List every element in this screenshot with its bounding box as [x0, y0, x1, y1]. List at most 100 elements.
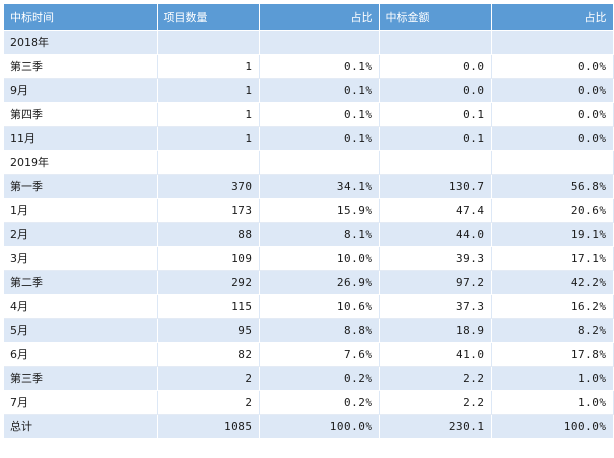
cell-amount: 47.4	[379, 198, 492, 223]
cell-period: 3月	[4, 246, 158, 271]
bid-statistics-table: 中标时间 项目数量 占比 中标金额 占比 2018年 第三季 1 0.1% 0.…	[4, 4, 614, 439]
cell-count-share: 0.1%	[259, 102, 380, 127]
table-row: 1月 173 15.9% 47.4 20.6%	[4, 198, 614, 223]
table-row: 第一季 370 34.1% 130.7 56.8%	[4, 174, 614, 199]
cell-amount: 130.7	[379, 174, 492, 199]
table-row: 11月 1 0.1% 0.1 0.0%	[4, 126, 614, 151]
cell-count-share: 34.1%	[259, 174, 380, 199]
cell-amount-share: 17.1%	[491, 246, 614, 271]
table-row: 2月 88 8.1% 44.0 19.1%	[4, 222, 614, 247]
cell-amount-share: 0.0%	[491, 102, 614, 127]
cell-count	[157, 30, 260, 55]
cell-amount-share: 42.2%	[491, 270, 614, 295]
cell-amount: 0.0	[379, 54, 492, 79]
cell-count: 370	[157, 174, 260, 199]
cell-period: 第三季	[4, 54, 158, 79]
cell-amount-share: 16.2%	[491, 294, 614, 319]
total-amount: 230.1	[379, 414, 492, 439]
cell-count-share: 8.8%	[259, 318, 380, 343]
cell-period: 1月	[4, 198, 158, 223]
cell-count: 292	[157, 270, 260, 295]
cell-period: 4月	[4, 294, 158, 319]
table-row: 2018年	[4, 30, 614, 55]
table-row: 7月 2 0.2% 2.2 1.0%	[4, 390, 614, 415]
cell-period: 9月	[4, 78, 158, 103]
cell-count-share: 0.1%	[259, 126, 380, 151]
cell-count: 1	[157, 102, 260, 127]
cell-period: 7月	[4, 390, 158, 415]
total-count: 1085	[157, 414, 260, 439]
cell-amount-share: 1.0%	[491, 366, 614, 391]
cell-amount-share: 20.6%	[491, 198, 614, 223]
cell-period: 2月	[4, 222, 158, 247]
cell-amount	[379, 30, 492, 55]
table-row: 4月 115 10.6% 37.3 16.2%	[4, 294, 614, 319]
cell-period: 第一季	[4, 174, 158, 199]
cell-count-share: 0.1%	[259, 54, 380, 79]
cell-amount: 2.2	[379, 390, 492, 415]
table-row: 5月 95 8.8% 18.9 8.2%	[4, 318, 614, 343]
cell-count-share: 10.6%	[259, 294, 380, 319]
cell-amount: 0.1	[379, 126, 492, 151]
cell-count-share: 26.9%	[259, 270, 380, 295]
cell-count-share: 0.2%	[259, 390, 380, 415]
header-amount: 中标金额	[379, 4, 492, 31]
cell-amount-share: 0.0%	[491, 54, 614, 79]
cell-amount: 0.0	[379, 78, 492, 103]
cell-amount	[379, 150, 492, 175]
cell-count: 115	[157, 294, 260, 319]
cell-period: 6月	[4, 342, 158, 367]
cell-amount: 41.0	[379, 342, 492, 367]
cell-count-share: 10.0%	[259, 246, 380, 271]
cell-amount: 0.1	[379, 102, 492, 127]
cell-amount: 39.3	[379, 246, 492, 271]
table-row: 第四季 1 0.1% 0.1 0.0%	[4, 102, 614, 127]
cell-amount-share: 0.0%	[491, 78, 614, 103]
cell-amount-share: 17.8%	[491, 342, 614, 367]
cell-period: 2019年	[4, 150, 158, 175]
cell-period: 5月	[4, 318, 158, 343]
header-period: 中标时间	[4, 4, 158, 31]
cell-count: 1	[157, 126, 260, 151]
table-row: 6月 82 7.6% 41.0 17.8%	[4, 342, 614, 367]
header-count-share: 占比	[259, 4, 380, 31]
cell-amount: 37.3	[379, 294, 492, 319]
total-count-share: 100.0%	[259, 414, 380, 439]
table-row: 第三季 1 0.1% 0.0 0.0%	[4, 54, 614, 79]
cell-count: 2	[157, 390, 260, 415]
total-amount-share: 100.0%	[491, 414, 614, 439]
cell-count-share: 8.1%	[259, 222, 380, 247]
table-row: 第三季 2 0.2% 2.2 1.0%	[4, 366, 614, 391]
cell-count: 88	[157, 222, 260, 247]
cell-count: 82	[157, 342, 260, 367]
cell-count: 1	[157, 78, 260, 103]
table-row: 第二季 292 26.9% 97.2 42.2%	[4, 270, 614, 295]
table-row: 2019年	[4, 150, 614, 175]
cell-amount-share: 19.1%	[491, 222, 614, 247]
cell-count: 173	[157, 198, 260, 223]
cell-count-share	[259, 30, 380, 55]
header-amount-share: 占比	[491, 4, 614, 31]
cell-amount: 2.2	[379, 366, 492, 391]
cell-count: 2	[157, 366, 260, 391]
cell-amount: 18.9	[379, 318, 492, 343]
cell-amount-share: 8.2%	[491, 318, 614, 343]
total-label: 总计	[4, 414, 158, 439]
cell-amount-share: 1.0%	[491, 390, 614, 415]
header-count: 项目数量	[157, 4, 260, 31]
cell-amount-share: 56.8%	[491, 174, 614, 199]
cell-amount-share	[491, 150, 614, 175]
cell-count	[157, 150, 260, 175]
cell-amount: 44.0	[379, 222, 492, 247]
cell-period: 2018年	[4, 30, 158, 55]
cell-period: 第三季	[4, 366, 158, 391]
table-row: 3月 109 10.0% 39.3 17.1%	[4, 246, 614, 271]
table-row: 9月 1 0.1% 0.0 0.0%	[4, 78, 614, 103]
cell-count: 1	[157, 54, 260, 79]
total-row: 总计 1085 100.0% 230.1 100.0%	[4, 414, 614, 439]
cell-period: 第四季	[4, 102, 158, 127]
cell-period: 11月	[4, 126, 158, 151]
cell-count-share	[259, 150, 380, 175]
cell-amount-share: 0.0%	[491, 126, 614, 151]
cell-period: 第二季	[4, 270, 158, 295]
